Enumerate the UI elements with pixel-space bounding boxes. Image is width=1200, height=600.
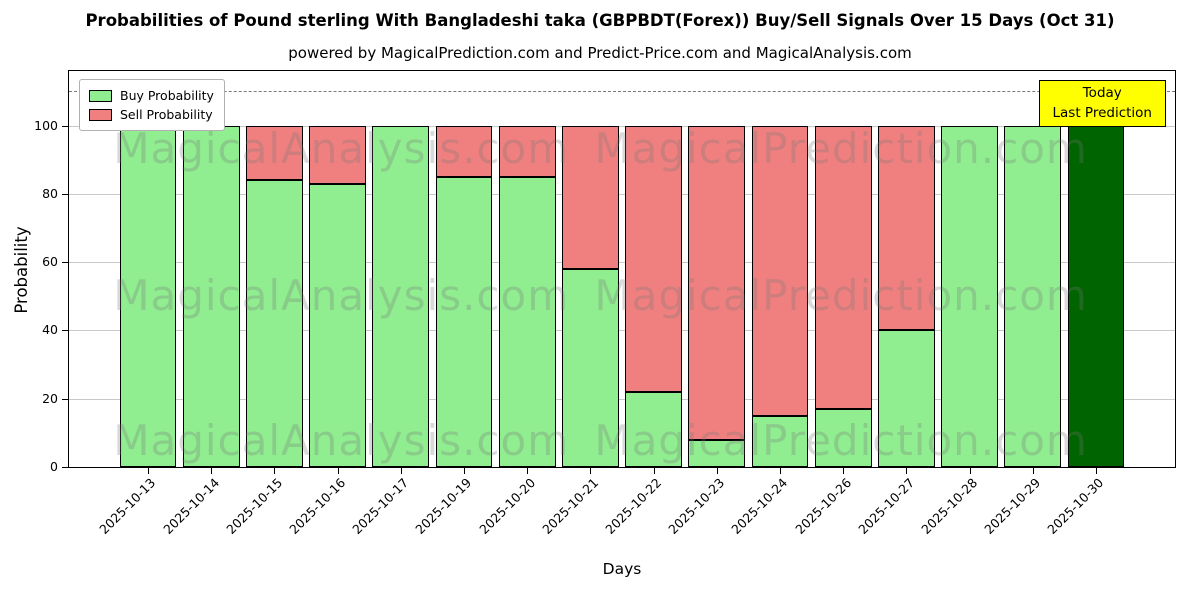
threshold-dashed-line [69, 91, 1175, 93]
x-tick-label: 2025-10-30 [1044, 475, 1107, 537]
bar-buy-2025-10-22 [625, 391, 683, 467]
y-tick-mark [62, 467, 68, 468]
x-tick-mark [1096, 468, 1097, 474]
x-tick-label: 2025-10-21 [539, 475, 601, 537]
bar-sell-2025-10-23 [688, 125, 746, 440]
x-tick-label: 2025-10-19 [412, 475, 475, 537]
legend: Buy Probability Sell Probability [79, 79, 225, 131]
x-tick-mark [211, 468, 213, 474]
legend-swatch-buy-icon [89, 89, 112, 102]
gridline-y-0 [69, 467, 1175, 468]
y-tick-label: 20 [42, 390, 58, 406]
bar-buy-2025-10-29 [1004, 125, 1062, 467]
y-tick-label: 0 [50, 459, 58, 474]
bar-buy-2025-10-28 [941, 125, 999, 467]
x-tick-mark [716, 468, 718, 474]
x-tick-mark [400, 468, 402, 474]
x-tick-label: 2025-10-20 [475, 475, 538, 537]
x-tick-mark [780, 468, 781, 474]
watermark-text: MagicalAnalysis.com [113, 415, 570, 465]
watermark-text: MagicalPrediction.com [594, 270, 1088, 320]
bar-buy-2025-10-19 [435, 176, 493, 467]
bar-sell-2025-10-16 [309, 125, 367, 184]
bar-buy-2025-10-15 [245, 180, 303, 467]
bar-buy-2025-10-20 [498, 176, 556, 467]
y-tick-mark [62, 262, 68, 264]
x-tick-mark [337, 468, 339, 474]
bar-sell-2025-10-20 [498, 125, 556, 177]
bar-buy-2025-10-27 [877, 330, 935, 467]
legend-item-buy: Buy Probability [89, 86, 214, 105]
gridline-y-80 [69, 193, 1175, 195]
bar-buy-2025-10-17 [372, 125, 430, 467]
x-axis-label: Days [602, 560, 642, 578]
bar-buy-2025-10-30 [1067, 125, 1125, 467]
watermark-text: MagicalPrediction.com [594, 124, 1088, 174]
x-tick-mark [590, 468, 592, 474]
x-tick-mark [906, 468, 908, 474]
gridline-y-40 [69, 330, 1175, 332]
bar-buy-2025-10-21 [561, 269, 619, 467]
gridline-y-100 [69, 125, 1175, 127]
x-tick-mark [969, 468, 971, 474]
bar-buy-2025-10-24 [751, 415, 809, 467]
x-tick-mark [653, 468, 655, 474]
x-tick-label: 2025-10-23 [665, 475, 728, 537]
today-annotation-line1: Today [1082, 85, 1122, 101]
today-annotation: Today Last Prediction [1038, 80, 1166, 127]
y-tick-label: 40 [42, 322, 58, 338]
bar-sell-2025-10-19 [435, 125, 493, 177]
watermark-text: MagicalAnalysis.com [113, 270, 570, 320]
watermark-text: MagicalPrediction.com [594, 415, 1088, 465]
x-tick-mark [274, 468, 276, 474]
watermark-text: MagicalAnalysis.com [113, 124, 570, 174]
y-tick-mark [62, 125, 68, 127]
bar-buy-2025-10-13 [119, 125, 177, 467]
bar-sell-2025-10-15 [245, 125, 303, 181]
x-tick-label: 2025-10-29 [981, 475, 1044, 537]
x-tick-label: 2025-10-16 [286, 475, 349, 537]
bar-buy-2025-10-23 [688, 439, 746, 467]
x-tick-label: 2025-10-15 [223, 475, 285, 537]
y-tick-mark [62, 330, 68, 332]
today-annotation-line2: Last Prediction [1052, 105, 1152, 122]
bar-buy-2025-10-16 [309, 183, 367, 467]
x-tick-label: 2025-10-24 [728, 475, 791, 537]
legend-label-buy: Buy Probability [120, 88, 214, 103]
bar-buy-2025-10-26 [814, 408, 872, 467]
x-tick-label: 2025-10-27 [855, 475, 917, 537]
gridline-y-20 [69, 398, 1175, 400]
plot-area: Buy Probability Sell Probability Today L… [68, 70, 1176, 468]
x-tick-mark [843, 468, 845, 474]
x-tick-label: 2025-10-14 [159, 475, 222, 537]
bar-sell-2025-10-21 [561, 125, 619, 269]
y-tick-mark [62, 398, 68, 400]
gridline-y-60 [69, 262, 1175, 264]
bar-sell-2025-10-24 [751, 125, 809, 416]
x-tick-mark [1032, 468, 1034, 474]
x-tick-label: 2025-10-28 [918, 475, 981, 537]
legend-item-sell: Sell Probability [89, 105, 214, 124]
x-tick-label: 2025-10-17 [349, 475, 412, 537]
bar-sell-2025-10-22 [625, 125, 683, 392]
y-tick-mark [62, 193, 68, 195]
y-tick-label: 80 [42, 185, 58, 201]
x-tick-mark [527, 468, 529, 474]
chart-subtitle: powered by MagicalPrediction.com and Pre… [288, 44, 912, 62]
bar-sell-2025-10-27 [877, 125, 935, 331]
x-tick-label: 2025-10-13 [96, 475, 159, 537]
legend-swatch-sell-icon [89, 108, 112, 121]
y-tick-label: 100 [34, 117, 58, 133]
y-tick-label: 60 [42, 254, 58, 270]
bar-buy-2025-10-14 [182, 125, 240, 467]
bar-sell-2025-10-26 [814, 125, 872, 409]
chart-title: Probabilities of Pound sterling With Ban… [85, 11, 1115, 30]
x-tick-mark [464, 468, 465, 474]
x-tick-label: 2025-10-22 [602, 475, 665, 537]
x-tick-mark [148, 468, 149, 474]
x-tick-label: 2025-10-26 [791, 475, 854, 537]
legend-label-sell: Sell Probability [120, 107, 213, 122]
